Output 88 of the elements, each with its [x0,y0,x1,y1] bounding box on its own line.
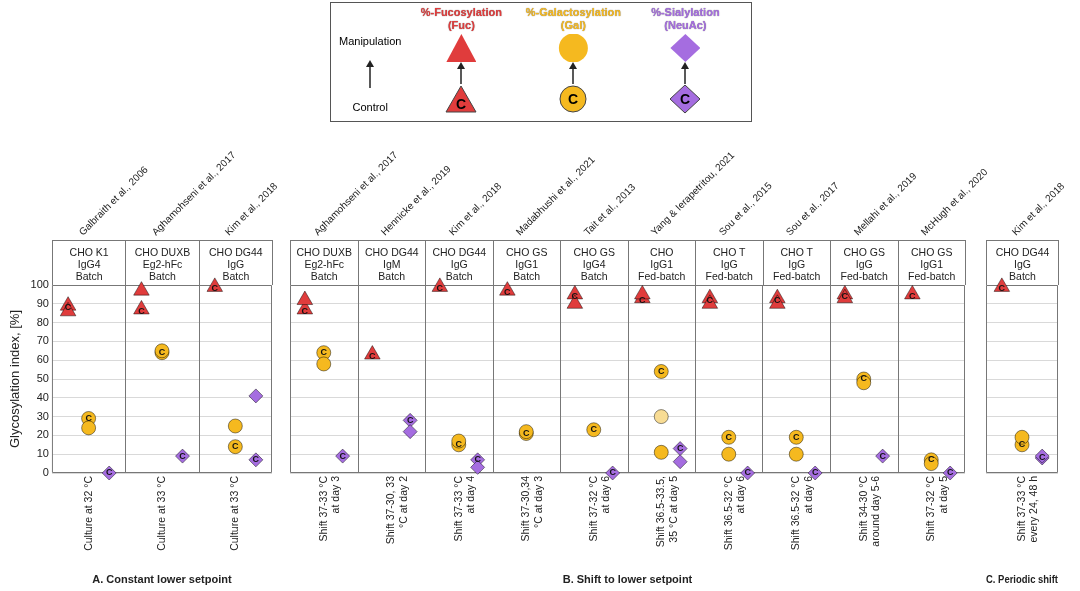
y-tick-label: 30 [36,409,49,422]
y-tick-label: 10 [36,447,49,460]
text: CHO K1 IgG4 Batch [51,240,127,285]
y-tick-label: 70 [36,334,49,347]
data-label: C [860,373,868,384]
y-tick-label: 20 [36,428,49,441]
data-label: C [676,443,684,454]
y-tick-label: 50 [36,372,49,385]
data-label: C [909,290,917,301]
x-tick-label: Shift 37-32 °C at day 6 [586,475,612,542]
data-label: C [232,441,240,452]
data-label: C [523,428,530,438]
y-tick-label: 0 [42,466,49,479]
x-tick-label: Shift 37-33 °C at day 4 [451,475,477,542]
x-tick-label: Shift 36.5-32 °C at day 6 [789,475,814,551]
data-label: C [706,294,714,305]
data-label: C [179,450,187,461]
y-tick-label: 80 [36,315,49,328]
data-label: C [406,414,414,425]
x-tick-label: Culture at 32 °C [81,475,94,551]
y-tick-label: 60 [36,353,49,366]
data-label: C [301,305,309,316]
text: CHO GS IgG4 Batch [560,240,629,285]
data-label: C [590,424,598,435]
data-label: C [639,294,647,305]
text: CHO DG44 IgM Batch [357,240,426,285]
data-label: C [105,467,113,478]
data-label: C [841,290,849,301]
text: CHO DG44 IgG Batch [986,240,1059,285]
data-label: C [879,450,887,461]
data-label: C [725,431,733,442]
text: CHO DG44 IgG Batch [198,240,273,285]
data-label: C [339,450,347,461]
y-axis-title: Glycosylation index, [%] [7,309,23,449]
data-label: C [436,283,444,294]
data-label: C [252,454,260,465]
text: CHO GS IgG Fed-batch [830,240,899,285]
x-tick-label: Shift 37-33 °C at day 3 [316,475,342,542]
text: Manipulation [339,35,402,47]
x-axis-title: A. Constant lower setpoint [92,573,232,586]
text: CHO IgG1 Fed-batch [627,240,696,285]
text: %-Galactosylation (Gal) [524,6,623,32]
triangle-icon: C [444,84,479,114]
diamond-icon: C [668,84,703,114]
x-tick-label: Shift 37-30,34 °C at day 3 [519,475,544,542]
text: CHO DUXB Eg2-hFc Batch [290,240,359,285]
data-label: C [658,365,665,376]
data-label: C [64,302,72,313]
data-label: C [774,294,782,305]
x-tick-label: Shift 37-32 °C at day 5 [924,475,949,542]
text: CHO DG44 IgG Batch [425,240,494,285]
text: %-Fucosylation (Fuc) [419,6,503,32]
data-label: C [474,454,482,465]
y-tick-label: 90 [36,296,49,309]
data-label: C [158,347,166,358]
data-label: C [369,351,377,362]
data-label: C [211,283,219,294]
x-tick-label: Shift 36.5-32 °C at day 6 [721,475,747,551]
data-label: C [811,467,819,478]
data-label: C [793,431,800,442]
data-label: C [504,287,512,298]
x-axis-title: B. Shift to lower setpoint [562,573,693,586]
data-label: C [609,467,617,478]
data-label: C [138,305,146,316]
x-tick-label: Shift 37-30, 33 °C at day 2 [384,475,409,545]
x-tick-label: Culture at 33 °C [228,475,241,551]
x-axis-title: C. Periodic shift [986,573,1059,586]
data-label: C [928,454,935,465]
data-label: C [998,283,1006,294]
data-label: C [455,439,463,450]
data-label: C [1018,439,1026,450]
x-tick-label: Culture at 33 °C [154,475,167,551]
y-tick-label: 40 [36,390,49,403]
data-label: C [85,412,93,423]
x-tick-label: Shift 37-33 °C every 24, 48 h [1014,475,1040,543]
text: CHO T IgG Fed-batch [762,240,831,285]
y-tick-label: 100 [30,278,49,291]
text: CHO T IgG Fed-batch [695,240,764,285]
data-label: C [744,467,752,478]
text: CHO GS IgG1 Batch [492,240,561,285]
data-label: C [1038,452,1046,463]
data-label: C [946,467,954,478]
data-label: C [571,290,579,301]
text: CHO GS IgG1 Fed-batch [897,240,966,285]
data-label: C [320,347,328,358]
text: %-Sialylation (NeuAc) [650,6,721,32]
text: CHO DUXB Eg2-hFc Batch [125,240,200,285]
text: Control [352,101,388,113]
